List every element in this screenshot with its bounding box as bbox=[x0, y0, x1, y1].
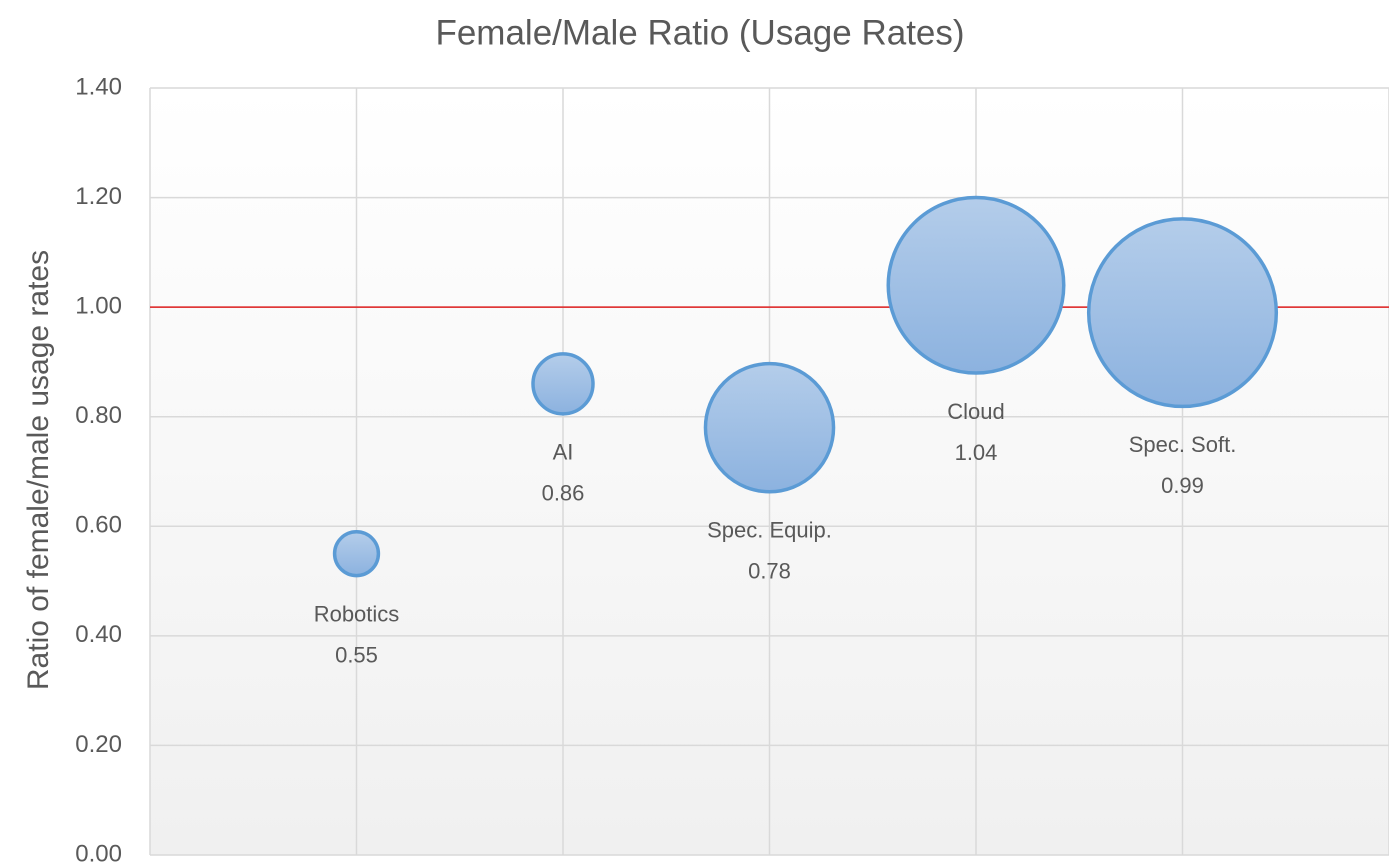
chart-title: Female/Male Ratio (Usage Rates) bbox=[435, 13, 964, 52]
y-tick-label: 0.80 bbox=[75, 402, 122, 429]
y-axis-label: Ratio of female/male usage rates bbox=[22, 250, 55, 690]
y-tick-label: 1.20 bbox=[75, 183, 122, 210]
bubble bbox=[1086, 217, 1279, 409]
bubble-value-label: 1.04 bbox=[955, 440, 998, 465]
bubble-value-label: 0.99 bbox=[1161, 473, 1204, 498]
bubble-name-label: Spec. Soft. bbox=[1129, 432, 1237, 457]
bubble-value-label: 0.78 bbox=[748, 559, 791, 584]
bubble bbox=[703, 361, 836, 494]
bubble bbox=[531, 352, 595, 416]
bubble bbox=[886, 195, 1066, 375]
bubble-name-label: Robotics bbox=[314, 601, 400, 626]
y-tick-label: 0.40 bbox=[75, 621, 122, 648]
bubble bbox=[332, 530, 381, 578]
y-tick-label: 1.40 bbox=[75, 73, 122, 100]
y-tick-label: 0.00 bbox=[75, 840, 122, 866]
bubble-name-label: Spec. Equip. bbox=[707, 518, 832, 543]
y-tick-label: 1.00 bbox=[75, 292, 122, 319]
y-tick-label: 0.20 bbox=[75, 731, 122, 758]
bubble-name-label: AI bbox=[553, 440, 574, 465]
y-tick-label: 0.60 bbox=[75, 512, 122, 539]
bubble-name-label: Cloud bbox=[947, 399, 1004, 424]
bubble-value-label: 0.86 bbox=[542, 481, 585, 506]
bubble-value-label: 0.55 bbox=[335, 642, 378, 667]
